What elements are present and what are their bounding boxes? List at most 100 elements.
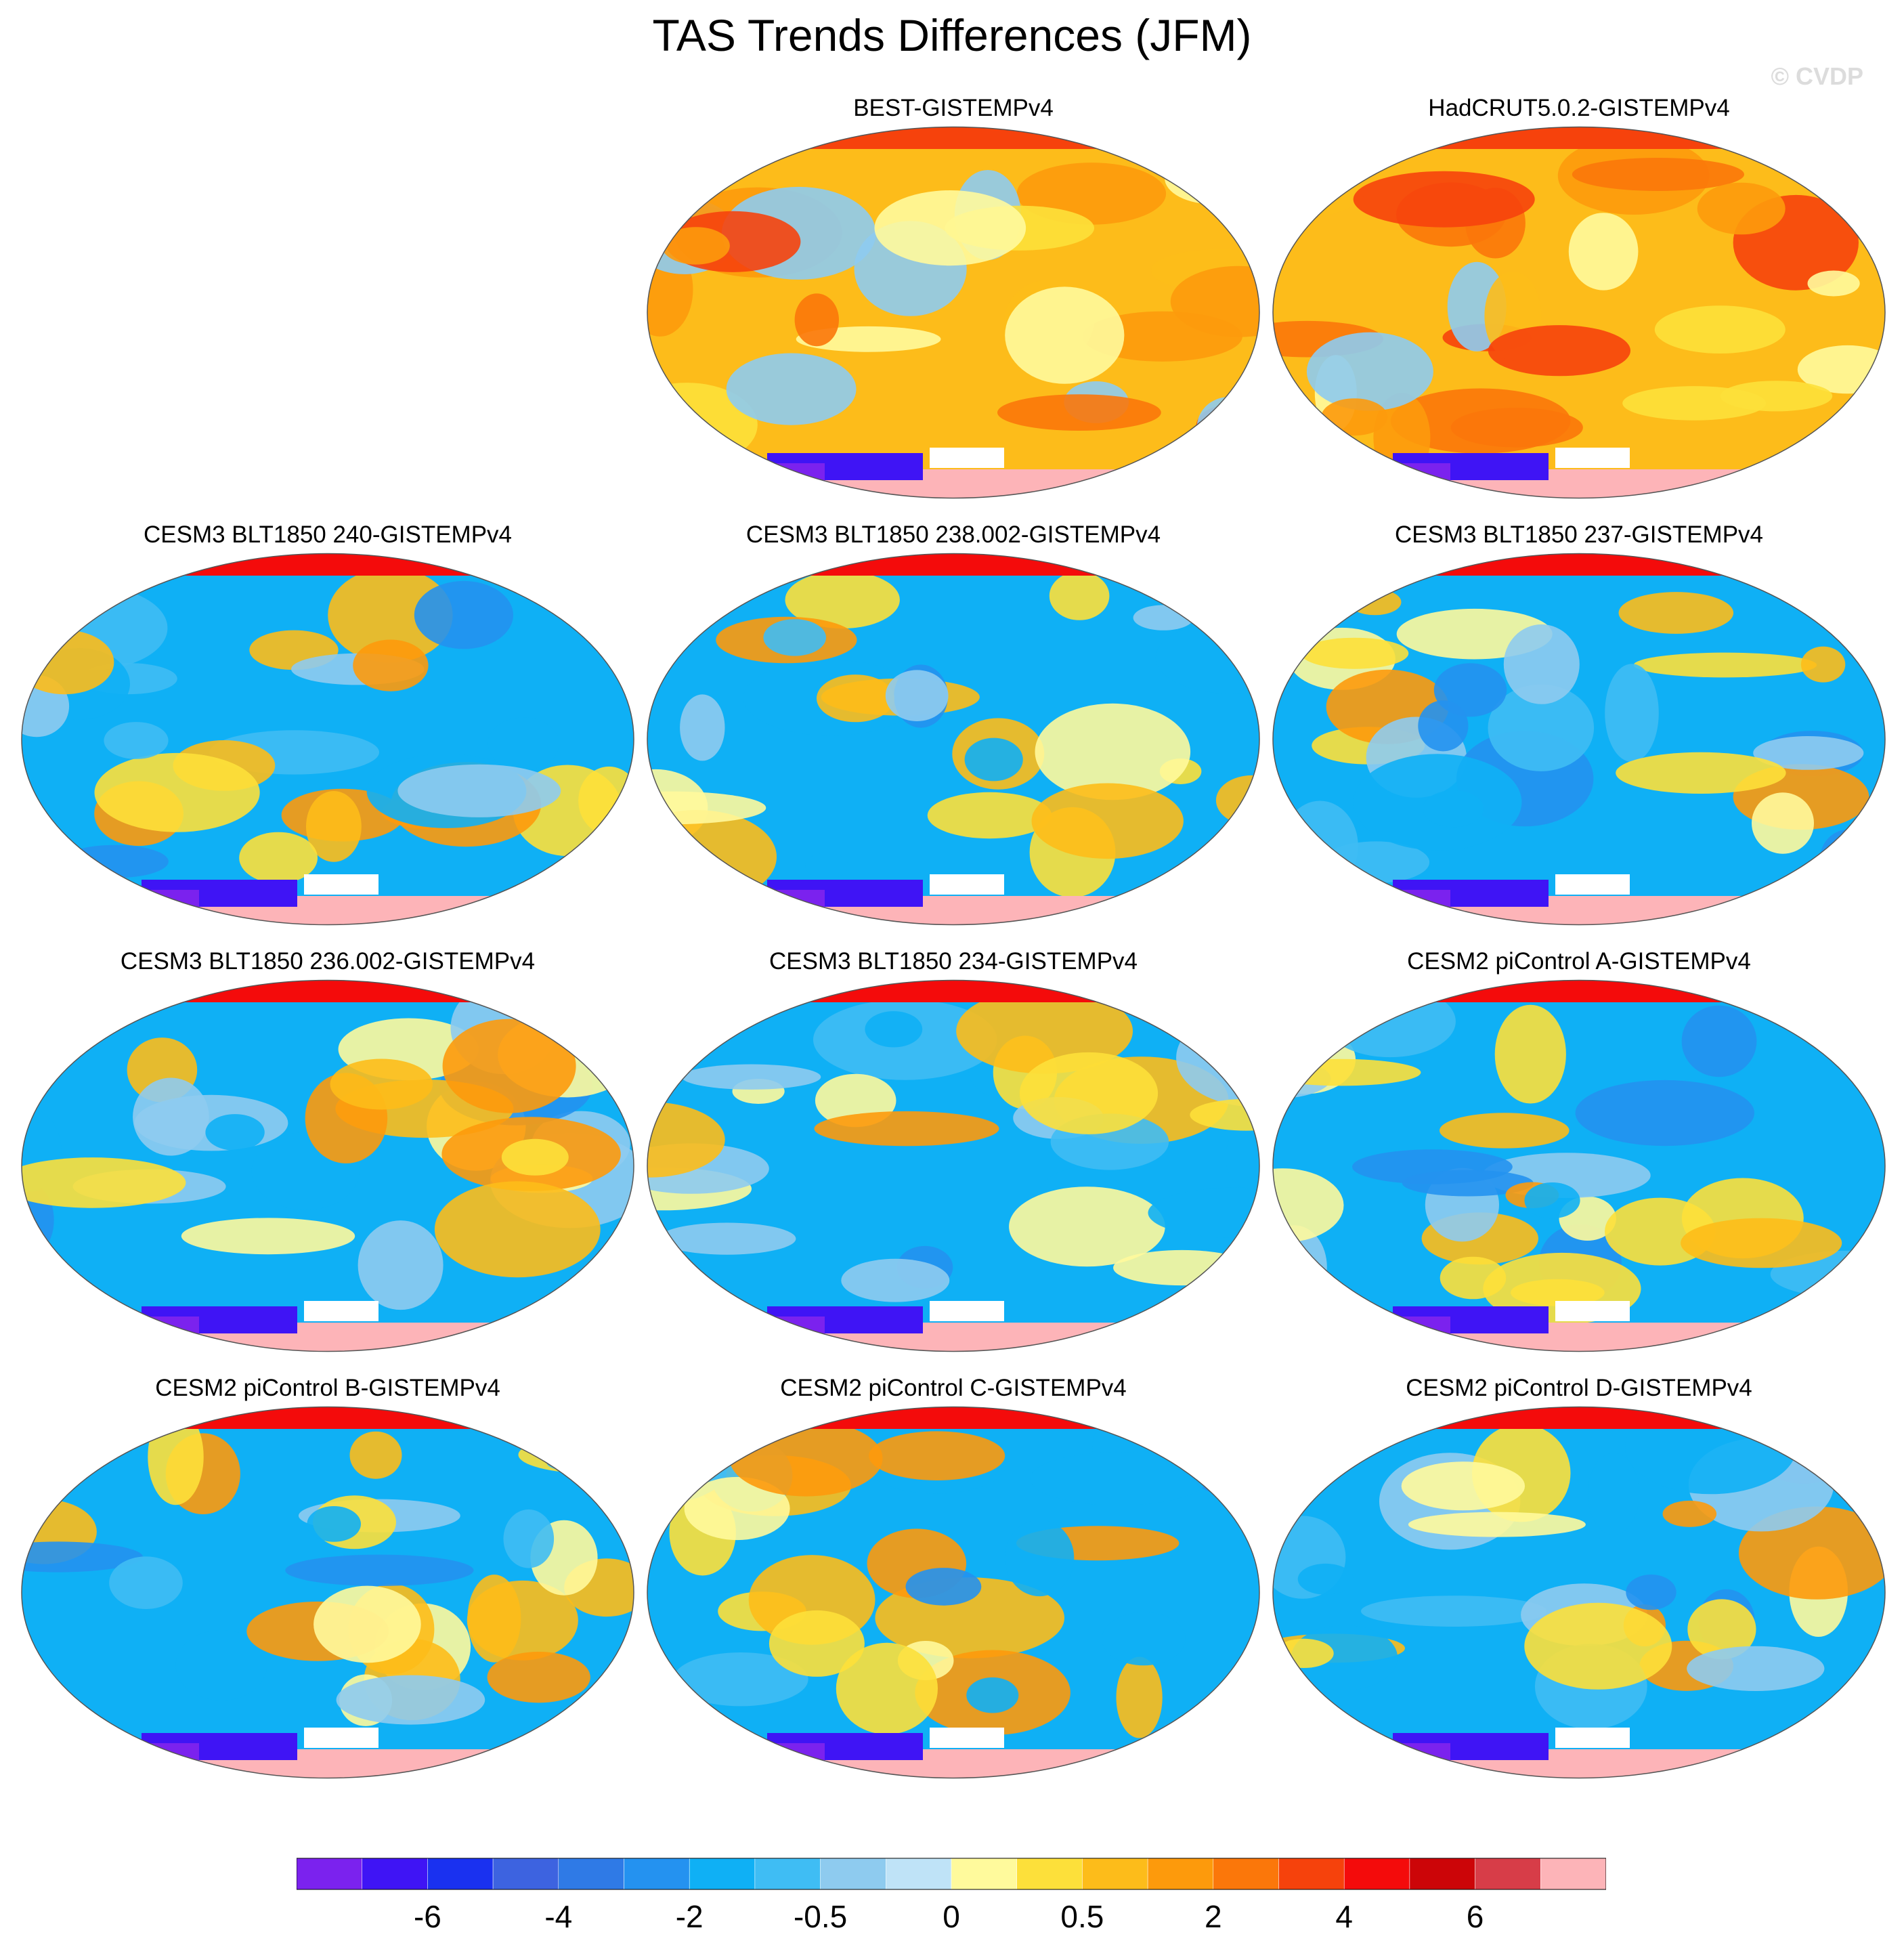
anomaly-region — [684, 1476, 790, 1541]
colorbar-swatch — [689, 1858, 756, 1890]
anomaly-region — [1190, 1098, 1259, 1131]
anomaly-region — [1681, 1218, 1842, 1268]
colorbar-tick-label: -2 — [676, 1899, 704, 1931]
anomaly-region — [1297, 1563, 1354, 1595]
colorbar-swatch — [1409, 1858, 1475, 1890]
anomaly-region — [1626, 1575, 1676, 1610]
anomaly-region — [997, 394, 1161, 431]
map-outline — [21, 979, 634, 1352]
anomaly-region — [434, 1181, 601, 1278]
colorbar-swatch — [492, 1858, 559, 1890]
anomaly-region — [487, 1652, 590, 1703]
missing-data — [1555, 1301, 1630, 1321]
anomaly-region — [729, 1420, 883, 1497]
anomaly-region — [1618, 592, 1734, 634]
colorbar-tick-label: 4 — [1335, 1899, 1353, 1931]
anomaly-region — [1170, 265, 1259, 337]
anomaly-region — [1800, 646, 1846, 683]
antarctic-band — [1273, 896, 1885, 925]
colorbar-swatch — [1082, 1858, 1148, 1890]
map-outline — [1272, 1406, 1886, 1779]
anomaly-region — [1035, 703, 1191, 800]
anomaly-region — [1494, 1004, 1566, 1104]
robinson-map — [1272, 979, 1886, 1352]
anomaly-region — [841, 1258, 950, 1302]
anomaly-region — [1273, 1168, 1344, 1243]
anomaly-region — [726, 353, 857, 425]
antarctic-anomaly — [764, 1317, 825, 1337]
map-outline — [1272, 979, 1886, 1352]
colorbar-swatch — [820, 1858, 886, 1890]
anomaly-region — [927, 792, 1052, 839]
anomaly-region — [501, 1138, 569, 1176]
anomaly-region — [358, 1220, 443, 1310]
robinson-map — [1272, 553, 1886, 926]
anomaly-region — [805, 853, 848, 879]
robinson-map — [21, 553, 634, 926]
anomaly-region — [148, 1408, 204, 1505]
anomaly-region — [1572, 158, 1744, 191]
anomaly-region — [1488, 325, 1630, 377]
anomaly-region — [1575, 1079, 1754, 1147]
anomaly-region — [1687, 1646, 1825, 1691]
anomaly-region — [175, 1630, 267, 1700]
anomaly-region — [1031, 783, 1184, 859]
antarctic-band — [22, 1323, 634, 1352]
anomaly-region — [885, 670, 949, 721]
anomaly-region — [1440, 1256, 1507, 1300]
anomaly-region — [353, 639, 429, 691]
anomaly-region — [869, 1431, 1005, 1480]
arctic-band — [22, 980, 634, 1002]
panel-title: HadCRUT5.0.2-GISTEMPv4 — [1428, 95, 1730, 121]
map-panel: CESM2 piControl A-GISTEMPv4 — [1261, 948, 1897, 1375]
anomaly-region — [966, 1677, 1019, 1713]
robinson-map — [647, 979, 1260, 1352]
missing-data — [930, 448, 1004, 468]
colorbar-swatch — [427, 1858, 494, 1890]
anomaly-region — [414, 580, 514, 649]
anomaly-region — [1401, 1461, 1526, 1511]
antarctic-anomaly — [764, 463, 825, 484]
colorbar-swatch — [1475, 1858, 1541, 1890]
figure-title: TAS Trends Differences (JFM) — [652, 10, 1252, 60]
map-panel: CESM2 piControl C-GISTEMPv4 — [635, 1375, 1272, 1801]
panel-title: CESM2 piControl C-GISTEMPv4 — [780, 1375, 1127, 1401]
anomaly-region — [488, 717, 559, 771]
colorbar-tick-label: -6 — [414, 1899, 441, 1931]
anomaly-region — [1681, 1005, 1757, 1077]
anomaly-region — [1753, 736, 1864, 770]
missing-data — [1555, 874, 1630, 895]
panel-title: CESM3 BLT1850 236.002-GISTEMPv4 — [120, 948, 536, 975]
anomaly-region — [349, 1431, 402, 1479]
anomaly-region — [1687, 1599, 1756, 1660]
anomaly-region — [1165, 152, 1259, 205]
antarctic-anomaly — [1389, 463, 1450, 484]
map-panel: BEST-GISTEMPv4 — [635, 95, 1272, 521]
anomaly-region — [1361, 1596, 1547, 1627]
map-panel: CESM2 piControl D-GISTEMPv4 — [1261, 1375, 1897, 1801]
anomaly-region — [1752, 792, 1814, 854]
arctic-band — [647, 1407, 1259, 1429]
arctic-band — [647, 980, 1259, 1002]
anomaly-region — [785, 571, 900, 629]
anomaly-region — [1148, 1187, 1259, 1238]
missing-data — [930, 1301, 1004, 1321]
anomaly-region — [205, 1114, 265, 1151]
anomaly-region — [1662, 1500, 1717, 1527]
colorbar-tick-label: 0.5 — [1060, 1899, 1104, 1931]
anomaly-region — [673, 1652, 808, 1707]
anomaly-region — [307, 1506, 361, 1542]
antarctic-band — [1273, 469, 1885, 498]
colorbar-swatch — [558, 1858, 624, 1890]
robinson-map — [647, 1406, 1260, 1779]
colorbar-swatch — [1343, 1858, 1410, 1890]
anomaly-region — [1440, 1113, 1570, 1149]
anomaly-region — [647, 791, 766, 825]
panel-title: CESM3 BLT1850 237-GISTEMPv4 — [1394, 521, 1764, 548]
missing-data — [1555, 1728, 1630, 1748]
anomaly-region — [1005, 1520, 1075, 1597]
anomaly-region — [1820, 829, 1879, 887]
anomaly-region — [1102, 1612, 1186, 1666]
colorbar-swatch — [624, 1858, 690, 1890]
anomaly-region — [1423, 790, 1484, 828]
